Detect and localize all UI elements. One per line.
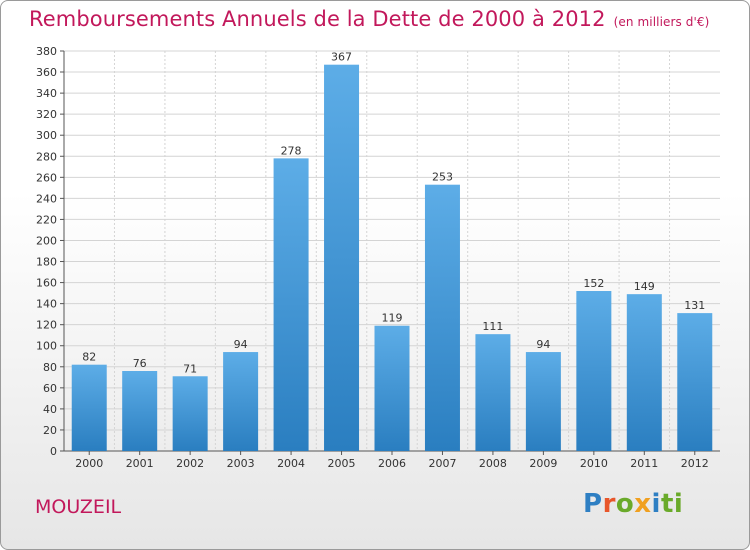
x-tick-label: 2007: [428, 457, 456, 470]
bar-2000: [71, 364, 107, 451]
y-tick-label: 100: [36, 340, 57, 353]
bar-2010: [576, 291, 612, 451]
x-tick-label: 2004: [277, 457, 305, 470]
y-tick-label: 200: [36, 234, 57, 247]
x-tick-label: 2002: [176, 457, 204, 470]
bar-2001: [122, 371, 158, 451]
y-tick-label: 120: [36, 319, 57, 332]
chart-title: Remboursements Annuels de la Dette de 20…: [29, 7, 709, 31]
y-tick-label: 0: [50, 445, 57, 458]
bar-2005: [324, 64, 360, 452]
data-label: 71: [183, 362, 197, 375]
x-tick-label: 2003: [227, 457, 255, 470]
bar-2009: [525, 352, 561, 451]
y-tick-label: 80: [43, 361, 57, 374]
y-tick-label: 160: [36, 277, 57, 290]
y-tick-label: 180: [36, 256, 57, 269]
bar-2008: [475, 334, 511, 451]
y-tick-label: 260: [36, 171, 57, 184]
y-tick-label: 40: [43, 403, 57, 416]
y-tick-label: 240: [36, 192, 57, 205]
y-tick-label: 220: [36, 213, 57, 226]
bar-2003: [223, 352, 259, 451]
y-tick-label: 320: [36, 108, 57, 121]
data-label: 152: [583, 277, 604, 290]
y-tick-label: 340: [36, 87, 57, 100]
bar-2004: [273, 158, 309, 452]
data-label: 94: [536, 338, 550, 351]
x-tick-label: 2008: [479, 457, 507, 470]
y-tick-label: 280: [36, 150, 57, 163]
data-label: 111: [482, 320, 503, 333]
y-tick-label: 140: [36, 298, 57, 311]
x-tick-label: 2006: [378, 457, 406, 470]
data-label: 82: [82, 351, 96, 364]
bar-2006: [374, 325, 410, 451]
x-tick-label: 2005: [328, 457, 356, 470]
y-tick-label: 380: [36, 45, 57, 58]
x-tick-label: 2009: [529, 457, 557, 470]
data-label: 131: [684, 299, 705, 312]
data-label: 278: [281, 144, 302, 157]
data-label: 253: [432, 171, 453, 184]
place-name: MOUZEIL: [35, 496, 122, 518]
x-tick-label: 2010: [580, 457, 608, 470]
proxiti-logo[interactable]: Proxiti: [583, 489, 684, 519]
bar-2011: [626, 294, 662, 451]
x-tick-label: 2000: [75, 457, 103, 470]
chart-title-text: Remboursements Annuels de la Dette de 20…: [29, 7, 606, 31]
data-label: 94: [234, 338, 248, 351]
bar-2002: [172, 376, 208, 451]
y-tick-label: 60: [43, 382, 57, 395]
x-tick-label: 2011: [630, 457, 658, 470]
data-label: 367: [331, 51, 352, 64]
data-label: 76: [133, 357, 147, 370]
y-tick-label: 20: [43, 424, 57, 437]
y-tick-label: 300: [36, 129, 57, 142]
x-tick-label: 2012: [681, 457, 709, 470]
data-label: 149: [634, 280, 655, 293]
bar-2012: [677, 313, 713, 451]
bar-2007: [424, 184, 460, 451]
y-tick-label: 360: [36, 66, 57, 79]
chart-subtitle: (en milliers d'€): [613, 15, 710, 29]
x-tick-label: 2001: [126, 457, 154, 470]
data-label: 119: [382, 312, 403, 325]
